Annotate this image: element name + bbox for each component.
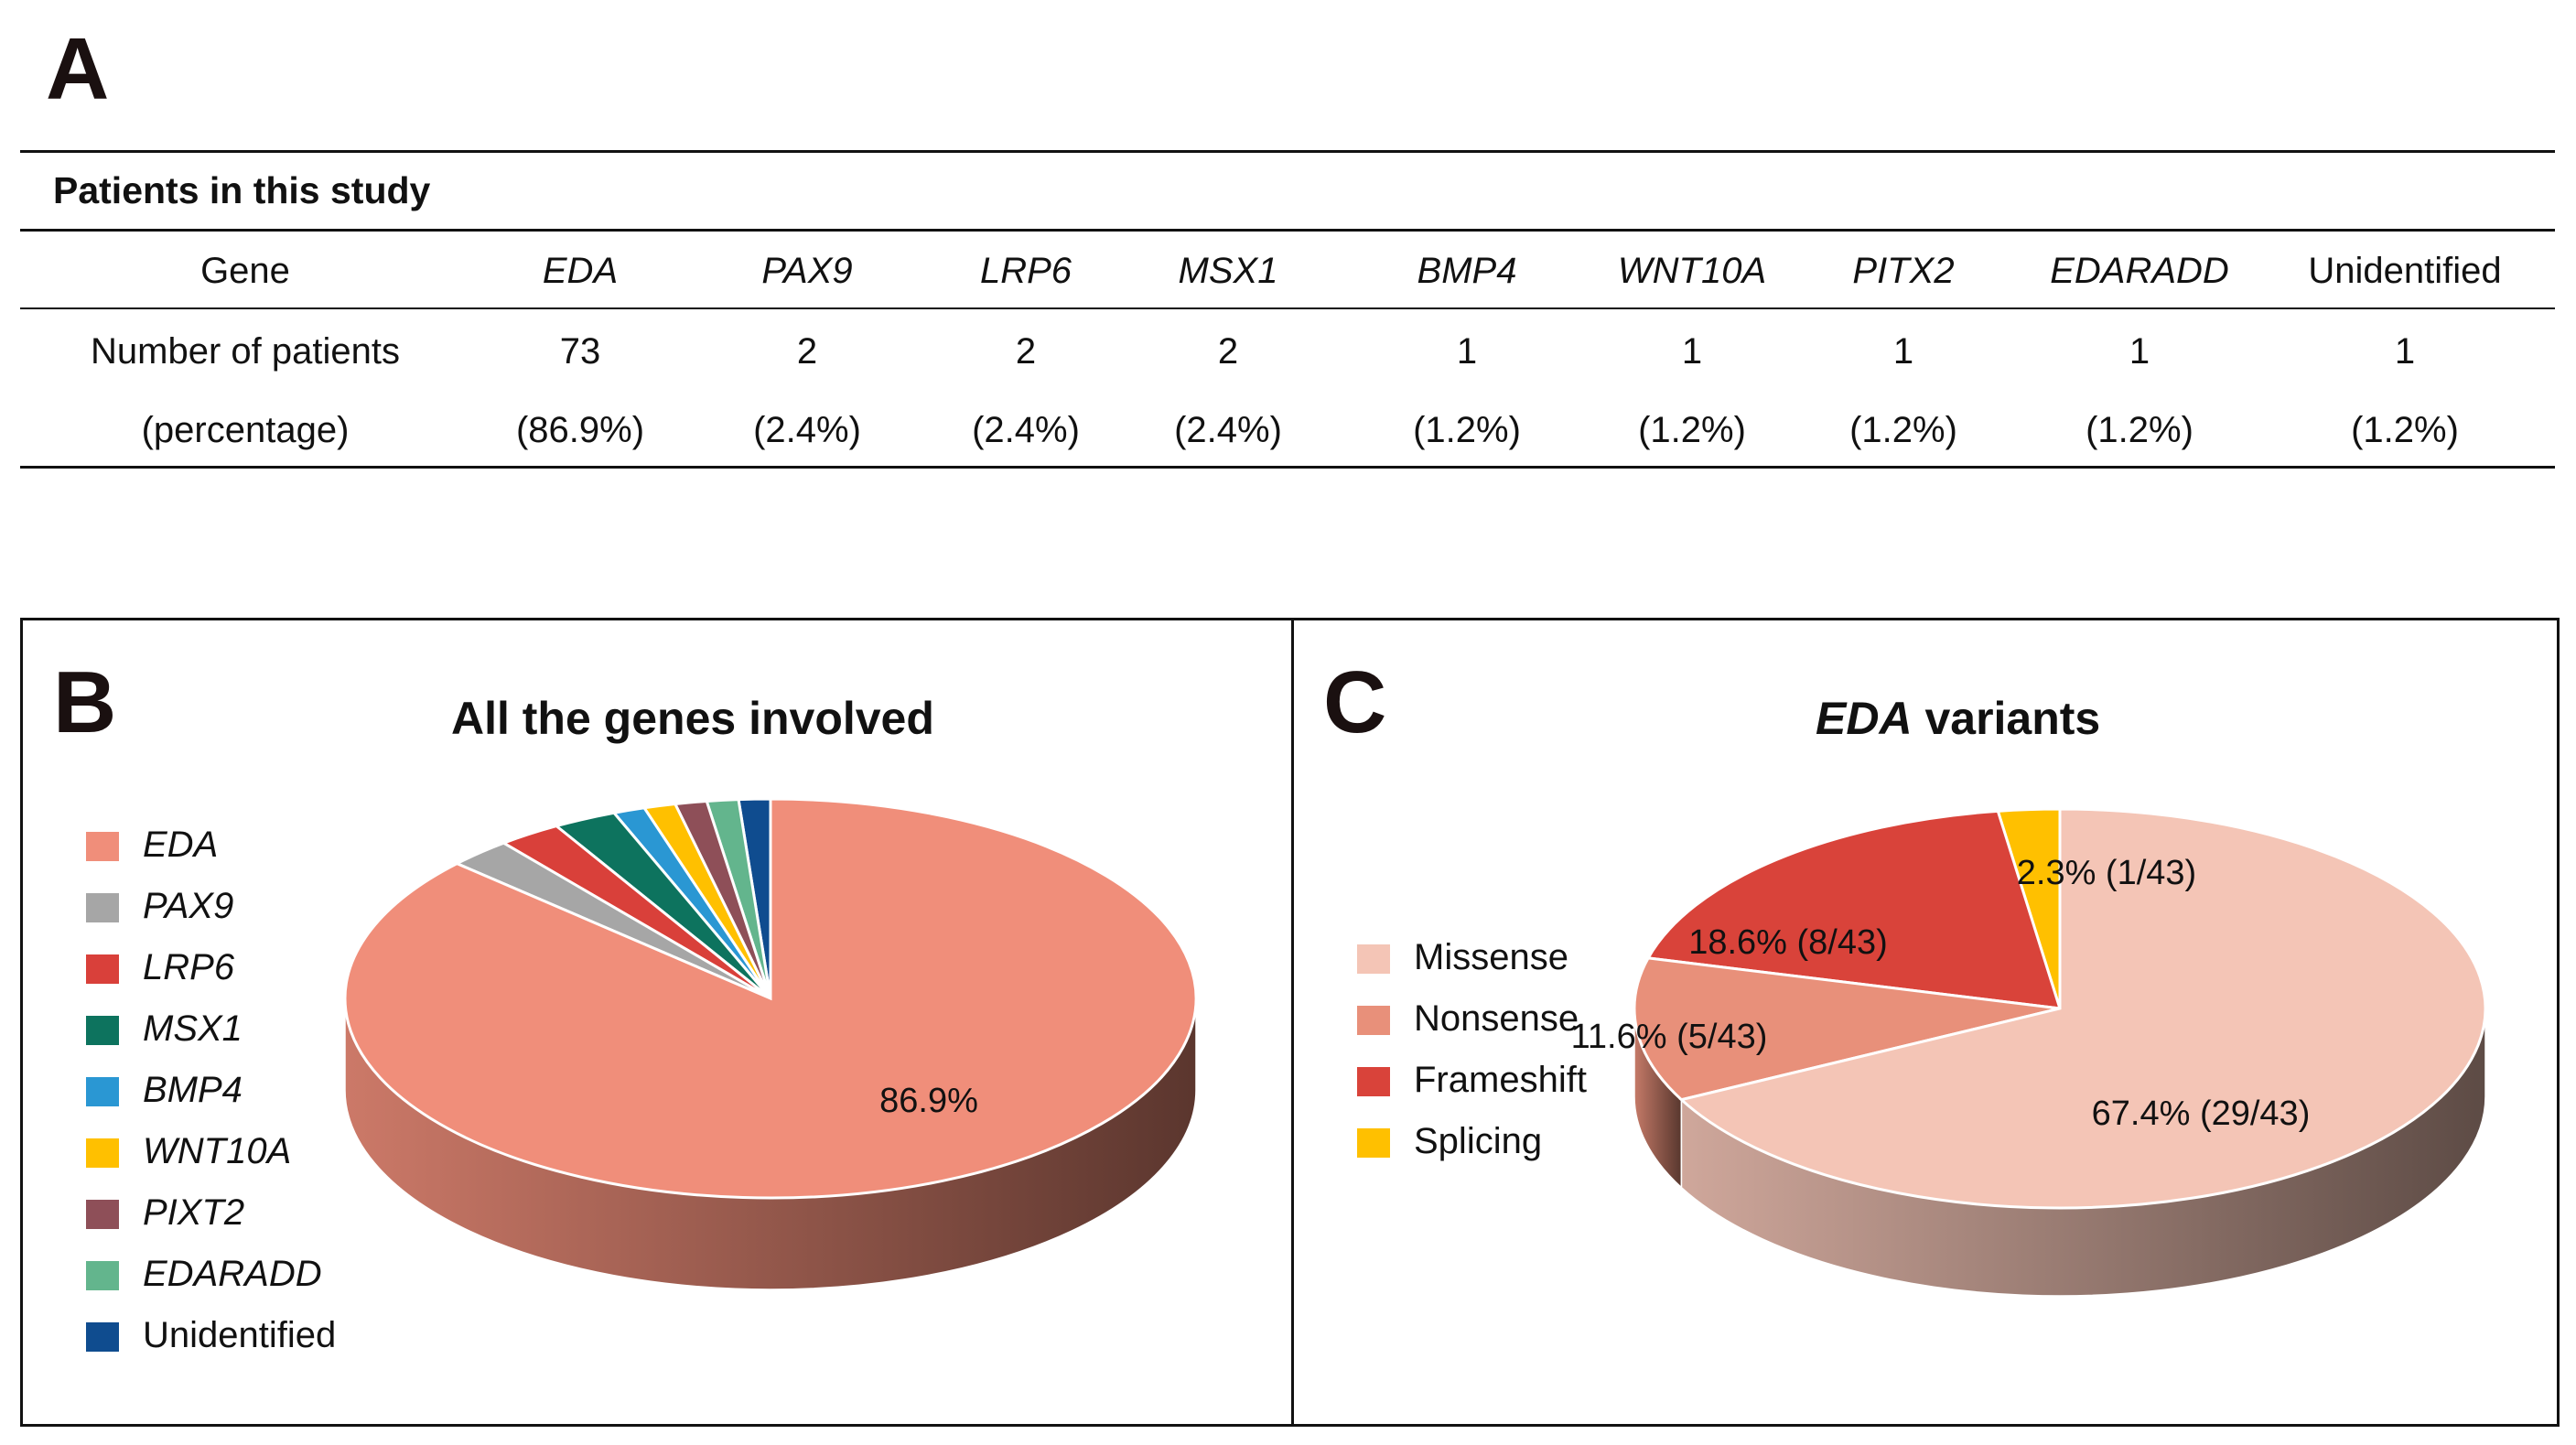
chart-title-eda-rest: variants xyxy=(1912,693,2101,744)
count-cell: 1 xyxy=(2129,331,2150,372)
table-row-percentage: (percentage) (86.9%) (2.4%) (2.4%) (2.4%) (1.… xyxy=(20,403,2555,458)
percentage-cell: (1.2%) xyxy=(1849,410,1957,450)
legend-swatch xyxy=(86,893,119,922)
count-cell: 2 xyxy=(1217,331,1239,372)
row-header-percentage: (percentage) xyxy=(141,410,350,450)
panel-label-a: A xyxy=(46,20,110,118)
legend-swatch xyxy=(86,1016,119,1045)
data-label-splicing: 2.3% (1/43) xyxy=(2017,854,2196,892)
row-header-gene: Gene xyxy=(200,251,290,291)
legend-label: PIXT2 xyxy=(143,1192,245,1233)
legend-label: WNT10A xyxy=(143,1131,292,1171)
data-label-missense: 67.4% (29/43) xyxy=(2092,1095,2311,1133)
percentage-cell: (2.4%) xyxy=(972,410,1080,450)
legend-swatch xyxy=(86,1322,119,1352)
table-row-count: Number of patients 73 2 2 2 1 1 1 1 1 xyxy=(20,324,2555,379)
percentage-cell: (1.2%) xyxy=(1413,410,1521,450)
legend-label: MSX1 xyxy=(143,1008,243,1049)
legend-swatch xyxy=(86,1077,119,1106)
gene-cell: WNT10A xyxy=(1617,251,1767,291)
legend-swatch xyxy=(86,832,119,861)
legend-label: Nonsense xyxy=(1414,998,1579,1039)
count-cell: 1 xyxy=(1456,331,1478,372)
legend-label: EDA xyxy=(143,825,219,865)
count-cell: 1 xyxy=(2394,331,2416,372)
panel-label-c: C xyxy=(1323,653,1387,751)
legend-label: Splicing xyxy=(1414,1121,1543,1161)
pie-slice-missense xyxy=(1678,807,2487,1210)
legend-swatch xyxy=(1357,1006,1390,1035)
pie-slice-nonsense xyxy=(1633,956,2061,1102)
table-title: Patients in this study xyxy=(53,169,431,211)
percentage-cell: (2.4%) xyxy=(1174,410,1282,450)
legend-swatch xyxy=(86,1261,119,1290)
legend-label: PAX9 xyxy=(143,886,234,926)
panel-c-eda-pie: C EDA variants 67.4% (29/43) 11.6% (5/43)… xyxy=(1291,618,2560,1427)
legend-label: Frameshift xyxy=(1414,1060,1587,1100)
panel-b-gene-pie: B All the genes involved 86.9% EDA PAX9 LR… xyxy=(20,618,1294,1427)
count-cell: 2 xyxy=(1015,331,1037,372)
percentage-cell: (2.4%) xyxy=(753,410,861,450)
percentage-cell: (1.2%) xyxy=(2351,410,2459,450)
legend-swatch xyxy=(1357,944,1390,974)
legend-swatch xyxy=(86,1200,119,1229)
gene-cell: Unidentified xyxy=(2308,251,2502,291)
legend-label: Missense xyxy=(1414,937,1568,977)
table-header-rule xyxy=(20,229,2555,232)
panel-label-b: B xyxy=(53,653,117,751)
count-cell: 1 xyxy=(1892,331,1914,372)
table-row-gene: Gene EDA PAX9 LRP6 MSX1 BMP4 WNT10A PITX2 EDARAD… xyxy=(20,243,2555,298)
legend-label: BMP4 xyxy=(143,1070,243,1110)
chart-title-eda-gene: EDA xyxy=(1816,693,1913,744)
gene-cell: MSX1 xyxy=(1178,251,1278,291)
data-label-nonsense: 11.6% (5/43) xyxy=(1571,1018,1768,1056)
percentage-cell: (1.2%) xyxy=(2086,410,2193,450)
legend-swatch xyxy=(86,954,119,984)
gene-cell: PITX2 xyxy=(1852,251,1955,291)
table-header-bottom-rule xyxy=(20,307,2555,309)
gene-cell: LRP6 xyxy=(979,251,1072,291)
data-label-frameshift: 18.6% (8/43) xyxy=(1688,923,1888,962)
legend-label: Unidentified xyxy=(143,1315,337,1355)
count-cell: 2 xyxy=(796,331,818,372)
eda-variant-pie-chart: 67.4% (29/43) 11.6% (5/43) 18.6% (8/43) 2.3… xyxy=(1571,807,2487,1297)
chart-title-eda: EDA variants xyxy=(1816,692,2100,745)
percentage-cell: (86.9%) xyxy=(515,410,645,450)
gene-cell: PAX9 xyxy=(761,251,853,291)
count-cell: 73 xyxy=(559,331,601,372)
chart-title-genes: All the genes involved xyxy=(451,693,934,744)
gene-cell: BMP4 xyxy=(1417,251,1517,291)
gene-pie-chart: 86.9% xyxy=(343,797,1198,1290)
legend-label: LRP6 xyxy=(143,947,235,987)
table-top-rule xyxy=(20,150,2555,153)
percentage-cell: (1.2%) xyxy=(1638,410,1746,450)
data-label-eda: 86.9% xyxy=(879,1082,978,1120)
legend-swatch xyxy=(1357,1128,1390,1158)
gene-cell: EDA xyxy=(542,251,619,291)
count-cell: 1 xyxy=(1681,331,1703,372)
pie-slice-eda xyxy=(343,797,1198,1200)
gene-cell: EDARADD xyxy=(2050,251,2229,291)
legend-swatch xyxy=(1357,1067,1390,1096)
legend-swatch xyxy=(86,1138,119,1168)
pie-slice-frameshift xyxy=(1645,809,2063,1010)
row-header-count: Number of patients xyxy=(91,331,400,372)
table-bottom-rule xyxy=(20,466,2555,469)
legend-label: EDARADD xyxy=(143,1254,322,1294)
